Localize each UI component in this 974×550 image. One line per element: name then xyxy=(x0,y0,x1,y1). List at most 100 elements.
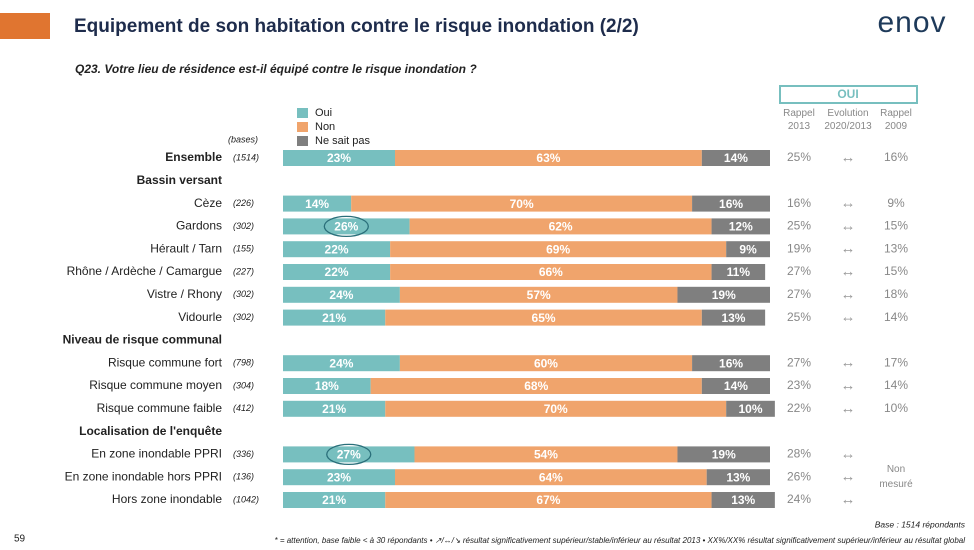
base-label: (302) xyxy=(233,221,254,231)
bar-segment xyxy=(711,218,770,235)
value-label: 62% xyxy=(549,220,573,234)
value-label: 63% xyxy=(536,151,560,165)
evolution-arrow: ↔ xyxy=(841,354,856,371)
category-label: Risque commune fort xyxy=(108,355,223,369)
category-label: Hors zone inondable xyxy=(112,492,222,506)
column-header: Rappel 2013 xyxy=(783,108,815,132)
rappel-2009: 15% xyxy=(884,264,908,278)
highlight-circle xyxy=(323,215,369,238)
bar-segment xyxy=(701,150,770,166)
category-label: En zone inondable hors PPRI xyxy=(65,469,222,483)
bar-segment xyxy=(711,492,775,508)
highlight-circle xyxy=(326,443,372,466)
value-label: 21% xyxy=(322,402,346,416)
bar-segment xyxy=(701,378,770,394)
base-label: (302) xyxy=(233,289,254,299)
value-label: 13% xyxy=(726,470,750,484)
bar-segment xyxy=(283,355,400,372)
value-label: 24% xyxy=(329,356,353,370)
bar-segment xyxy=(677,446,770,463)
bar-segment xyxy=(283,378,371,394)
bar-segment xyxy=(385,400,727,417)
evolution-arrow: ↔ xyxy=(841,195,856,212)
bar-segment xyxy=(283,150,396,166)
evolution-arrow: ↔ xyxy=(841,286,856,303)
table-title-box xyxy=(779,85,918,104)
value-label: 13% xyxy=(721,311,745,325)
rappel-2009: 13% xyxy=(884,241,908,255)
base-label: (227) xyxy=(233,266,254,276)
rappel-2013: 28% xyxy=(787,447,811,461)
bar-segment xyxy=(390,241,727,258)
page-number: 59 xyxy=(14,534,26,545)
value-label: 21% xyxy=(322,311,346,325)
rappel-2013: 25% xyxy=(787,310,811,324)
rappel-2009: 17% xyxy=(884,355,908,369)
group-title: Localisation de l'enquête xyxy=(79,424,222,438)
value-label: 21% xyxy=(322,493,346,507)
base-label: (304) xyxy=(233,380,254,390)
base-label: (1514) xyxy=(233,152,259,162)
bar-segment xyxy=(351,195,693,212)
value-label: 65% xyxy=(532,311,556,325)
evolution-arrow: ↔ xyxy=(841,149,856,166)
base-label: (155) xyxy=(233,244,254,254)
legend-swatch xyxy=(297,108,308,118)
bar-segment xyxy=(692,355,770,372)
value-label: 23% xyxy=(327,470,351,484)
value-label: 13% xyxy=(731,493,755,507)
base-label: (1042) xyxy=(233,494,259,504)
category-label: Risque commune faible xyxy=(97,401,223,415)
bar-segment xyxy=(283,218,410,235)
column-header: Evolution 2020/2013 xyxy=(824,108,872,132)
bar-segment xyxy=(385,492,712,508)
evolution-arrow: ↔ xyxy=(841,400,856,417)
value-label: 27% xyxy=(337,448,361,462)
bar-segment xyxy=(283,264,391,280)
value-label: 9% xyxy=(739,242,757,256)
rappel-2013: 26% xyxy=(787,469,811,483)
bar-segment xyxy=(701,309,766,326)
evolution-arrow: ↔ xyxy=(841,445,856,462)
column-header: Rappel 2009 xyxy=(880,108,912,132)
base-label: (798) xyxy=(233,358,254,368)
title: Equipement de son habitation contre le r… xyxy=(74,16,639,37)
rappel-2013: 24% xyxy=(787,492,811,506)
bar-segment xyxy=(385,309,702,326)
rappel-2013: 23% xyxy=(787,378,811,392)
bar-segment xyxy=(390,264,712,280)
bar-segment xyxy=(414,446,678,463)
rappel-2013: 27% xyxy=(787,287,811,301)
value-label: 16% xyxy=(719,356,743,370)
legend-label: Non xyxy=(315,121,335,133)
bar-segment xyxy=(283,286,400,303)
bar-segment xyxy=(283,241,391,258)
evolution-arrow: ↔ xyxy=(841,217,856,234)
rappel-2013: 22% xyxy=(787,401,811,415)
base-label: (136) xyxy=(233,472,254,482)
value-label: 12% xyxy=(729,220,753,234)
value-label: 16% xyxy=(719,197,743,211)
evolution-arrow: ↔ xyxy=(841,377,856,394)
rappel-2009: 16% xyxy=(884,150,908,164)
rappel-2009: 14% xyxy=(884,378,908,392)
legend-swatch xyxy=(297,136,308,146)
base-label: (336) xyxy=(233,449,254,459)
category-label: Cèze xyxy=(194,196,222,210)
value-label: 14% xyxy=(724,151,748,165)
category-label: Vidourle xyxy=(178,310,222,324)
value-label: 70% xyxy=(544,402,568,416)
rappel-2009: 18% xyxy=(884,287,908,301)
base-note: Base : 1514 répondants xyxy=(875,519,966,529)
bar-segment xyxy=(395,469,707,486)
value-label: 70% xyxy=(510,197,534,211)
value-label: 14% xyxy=(305,197,329,211)
bar-segment xyxy=(283,469,396,486)
bar-segment xyxy=(395,150,702,166)
rappel-2013: 19% xyxy=(787,241,811,255)
logo: enov xyxy=(877,6,946,39)
question: Q23. Votre lieu de résidence est-il équi… xyxy=(75,62,477,76)
value-label: 11% xyxy=(727,265,751,279)
rappel-2013: 27% xyxy=(787,355,811,369)
